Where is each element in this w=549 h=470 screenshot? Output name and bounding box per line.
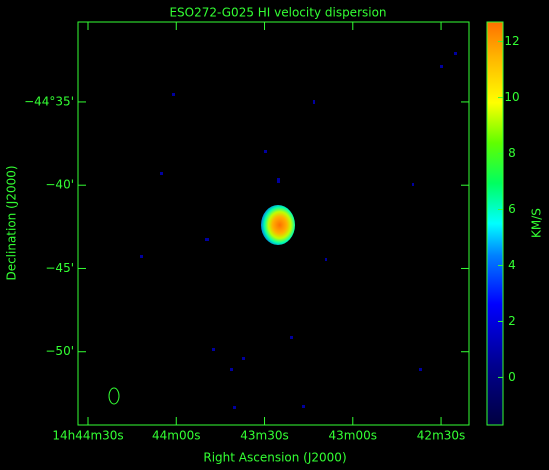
x-axis-label: Right Ascension (J2000) — [203, 451, 346, 465]
colorbar-tick-label: 10 — [504, 90, 519, 104]
plot-frame — [77, 21, 470, 426]
colorbar-tick-label: 4 — [508, 258, 516, 272]
colorbar-tick-label: 8 — [508, 146, 516, 160]
x-tick-label: 14h44m30s — [52, 429, 123, 443]
y-tick-label: −50' — [45, 344, 74, 358]
colorbar-tick-label: 2 — [508, 314, 516, 328]
y-axis-label: Declination (J2000) — [5, 165, 19, 280]
y-tick-label: −45' — [45, 261, 74, 275]
image — [108, 52, 457, 409]
chart-title: ESO272-G025 HI velocity dispersion — [169, 6, 386, 20]
colorbar — [486, 21, 504, 426]
colorbar-label: KM/S — [530, 208, 544, 238]
colorbar-tick-label: 0 — [508, 370, 516, 384]
x-tick-label: 44m00s — [152, 429, 200, 443]
colorbar-tick-label: 12 — [504, 34, 519, 48]
x-tick-label: 42m30s — [417, 429, 465, 443]
x-tick-label: 43m00s — [329, 429, 377, 443]
y-tick-label: −40' — [45, 178, 74, 192]
x-tick-label: 43m30s — [240, 429, 288, 443]
colorbar-tick-label: 6 — [508, 202, 516, 216]
y-tick-label: −44°35' — [24, 94, 74, 108]
